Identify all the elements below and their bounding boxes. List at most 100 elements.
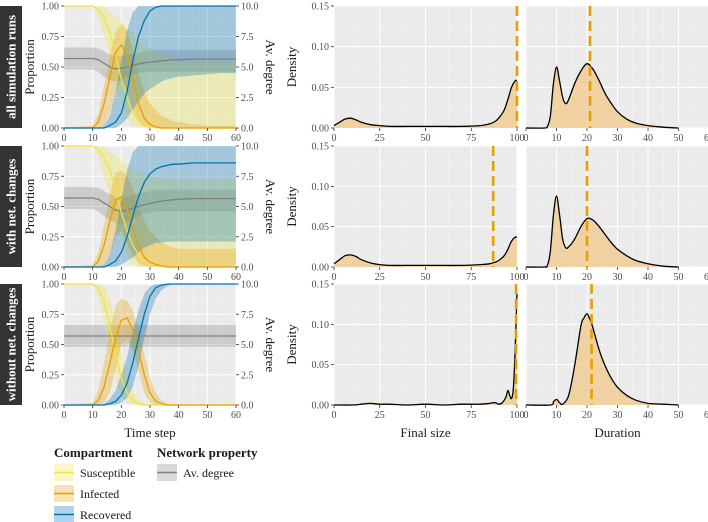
duration-xtick-label: 10 xyxy=(552,272,562,283)
timeseries-y2tick-label: 2.5 xyxy=(241,93,254,104)
recovered-band xyxy=(64,146,236,267)
susceptible-band xyxy=(64,146,236,267)
timeseries-ytick-label: 0.50 xyxy=(42,202,60,213)
final-size-ytick-label: 0.10 xyxy=(312,42,330,53)
timeseries-ytick-label: 0.00 xyxy=(42,124,60,135)
timeseries-xtick-label: 0 xyxy=(62,133,67,144)
duration-xtick-label: 0 xyxy=(524,410,529,421)
duration-xtick-label: 0 xyxy=(524,272,529,283)
final-size-density-area xyxy=(334,80,517,128)
final-size-xtick-label: 25 xyxy=(375,410,385,421)
final-size-xtick-label: 25 xyxy=(375,272,385,283)
duration-xtick-label: 40 xyxy=(643,410,653,421)
timeseries-y2tick-label: 2.5 xyxy=(241,232,254,243)
legend-susceptible-label: Susceptible xyxy=(80,466,135,480)
timeseries-ytick-label: 0.50 xyxy=(42,340,60,351)
row-strip-label: without net. changes xyxy=(4,288,19,402)
timeseries-xtick-label: 40 xyxy=(174,272,184,283)
timeseries-ytick-label: 0.00 xyxy=(42,401,60,412)
final-size-density-line xyxy=(333,79,518,128)
final-size-xtick-label: 0 xyxy=(332,410,337,421)
timeseries-ytick-label: 0.25 xyxy=(42,93,60,104)
legend-network-title: Network property xyxy=(157,445,258,460)
timeseries-y2tick-label: 7.5 xyxy=(241,32,254,43)
timeseries-y2tick-label: 0.0 xyxy=(241,263,254,274)
infected-line xyxy=(64,43,236,129)
duration-density-area xyxy=(526,63,679,129)
timeseries-y2tick-label: 7.5 xyxy=(241,310,254,321)
final-size-ytick-label: 0.05 xyxy=(312,222,330,233)
timeseries-y2tick-label: 10.0 xyxy=(241,142,259,153)
timeseries-xtick-label: 10 xyxy=(88,272,98,283)
timeseries-y2tick-label: 5.0 xyxy=(241,63,254,74)
final-size-ytick-label: 0.05 xyxy=(312,360,330,371)
timeseries-ytick-label: 0.25 xyxy=(42,370,60,381)
timeseries-xtick-label: 30 xyxy=(145,410,155,421)
final-size-ytick-label: 0.15 xyxy=(312,280,330,291)
final-size-xtick-label: 0 xyxy=(332,272,337,283)
recovered-line xyxy=(64,162,236,268)
final-size-xtick-label: 100 xyxy=(510,410,525,421)
final-size-xtick-label: 50 xyxy=(421,272,431,283)
timeseries-ytick-label: 1.00 xyxy=(42,280,60,291)
final-size-ytick-label: 0.05 xyxy=(312,83,330,94)
final-size-density-line xyxy=(333,293,518,406)
final-size-density-area xyxy=(334,236,517,267)
timeseries-xtick-label: 30 xyxy=(145,272,155,283)
final-size-xtick-label: 100 xyxy=(510,272,525,283)
recovered-line xyxy=(64,5,236,129)
infected-band xyxy=(64,170,236,267)
timeseries-xtick-label: 20 xyxy=(116,133,126,144)
duration-xtick-label: 40 xyxy=(643,133,653,144)
timeseries-ytick-label: 1.00 xyxy=(42,2,60,13)
duration-xtick-label: 60 xyxy=(704,410,708,421)
final-size-ytick-label: 0.10 xyxy=(312,320,330,331)
final-size-xtick-label: 75 xyxy=(466,133,476,144)
legend-degree-label: Av. degree xyxy=(183,466,234,480)
duration-xtick-label: 50 xyxy=(674,133,684,144)
final-size-density-line xyxy=(333,236,518,267)
final-size-xtick-label: 25 xyxy=(375,133,385,144)
timeseries-ytick-label: 0.50 xyxy=(42,63,60,74)
duration-xtick-label: 0 xyxy=(524,133,529,144)
timeseries-y2label: Av. degree xyxy=(263,39,278,94)
timeseries-ytick-label: 0.25 xyxy=(42,232,60,243)
row-strip-label: all simulation runs xyxy=(4,15,19,119)
timeseries-xtick-label: 30 xyxy=(145,133,155,144)
final-size-ytick-label: 0.00 xyxy=(312,263,330,274)
infected-line xyxy=(64,317,236,406)
legend-recovered-label: Recovered xyxy=(80,508,131,522)
duration-xtick-label: 60 xyxy=(704,133,708,144)
timeseries-ytick-label: 0.75 xyxy=(42,32,60,43)
duration-xtick-label: 60 xyxy=(704,272,708,283)
recovered-band xyxy=(64,6,236,128)
duration-xtick-label: 30 xyxy=(613,133,623,144)
duration-xtick-label: 40 xyxy=(643,272,653,283)
final-size-xtick-label: 50 xyxy=(421,133,431,144)
timeseries-y2tick-label: 0.0 xyxy=(241,401,254,412)
duration-xtick-label: 50 xyxy=(674,272,684,283)
duration-xtick-label: 30 xyxy=(613,272,623,283)
duration-density-line xyxy=(525,63,679,129)
timeseries-y2tick-label: 5.0 xyxy=(241,202,254,213)
degree-band xyxy=(64,47,236,82)
degree-line xyxy=(64,197,236,212)
final-size-xtick-label: 75 xyxy=(466,410,476,421)
final-size-xlabel: Final size xyxy=(400,425,450,440)
timeseries-xtick-label: 40 xyxy=(174,410,184,421)
final-size-ytick-label: 0.15 xyxy=(312,2,330,13)
legend-compartment-title: Compartment xyxy=(54,445,133,460)
timeseries-y2tick-label: 10.0 xyxy=(241,2,259,13)
infected-band xyxy=(64,298,236,405)
timeseries-xtick-label: 0 xyxy=(62,272,67,283)
duration-xtick-label: 20 xyxy=(582,410,592,421)
timeseries-y2label: Av. degree xyxy=(263,179,278,234)
infected-band xyxy=(64,24,236,128)
timeseries-xtick-label: 40 xyxy=(174,133,184,144)
timeseries-xtick-label: 0 xyxy=(62,410,67,421)
duration-xtick-label: 10 xyxy=(552,133,562,144)
final-size-ytick-label: 0.00 xyxy=(312,401,330,412)
timeseries-ytick-label: 0.00 xyxy=(42,263,60,274)
final-size-xtick-label: 75 xyxy=(466,272,476,283)
row-strip-2 xyxy=(0,146,22,267)
